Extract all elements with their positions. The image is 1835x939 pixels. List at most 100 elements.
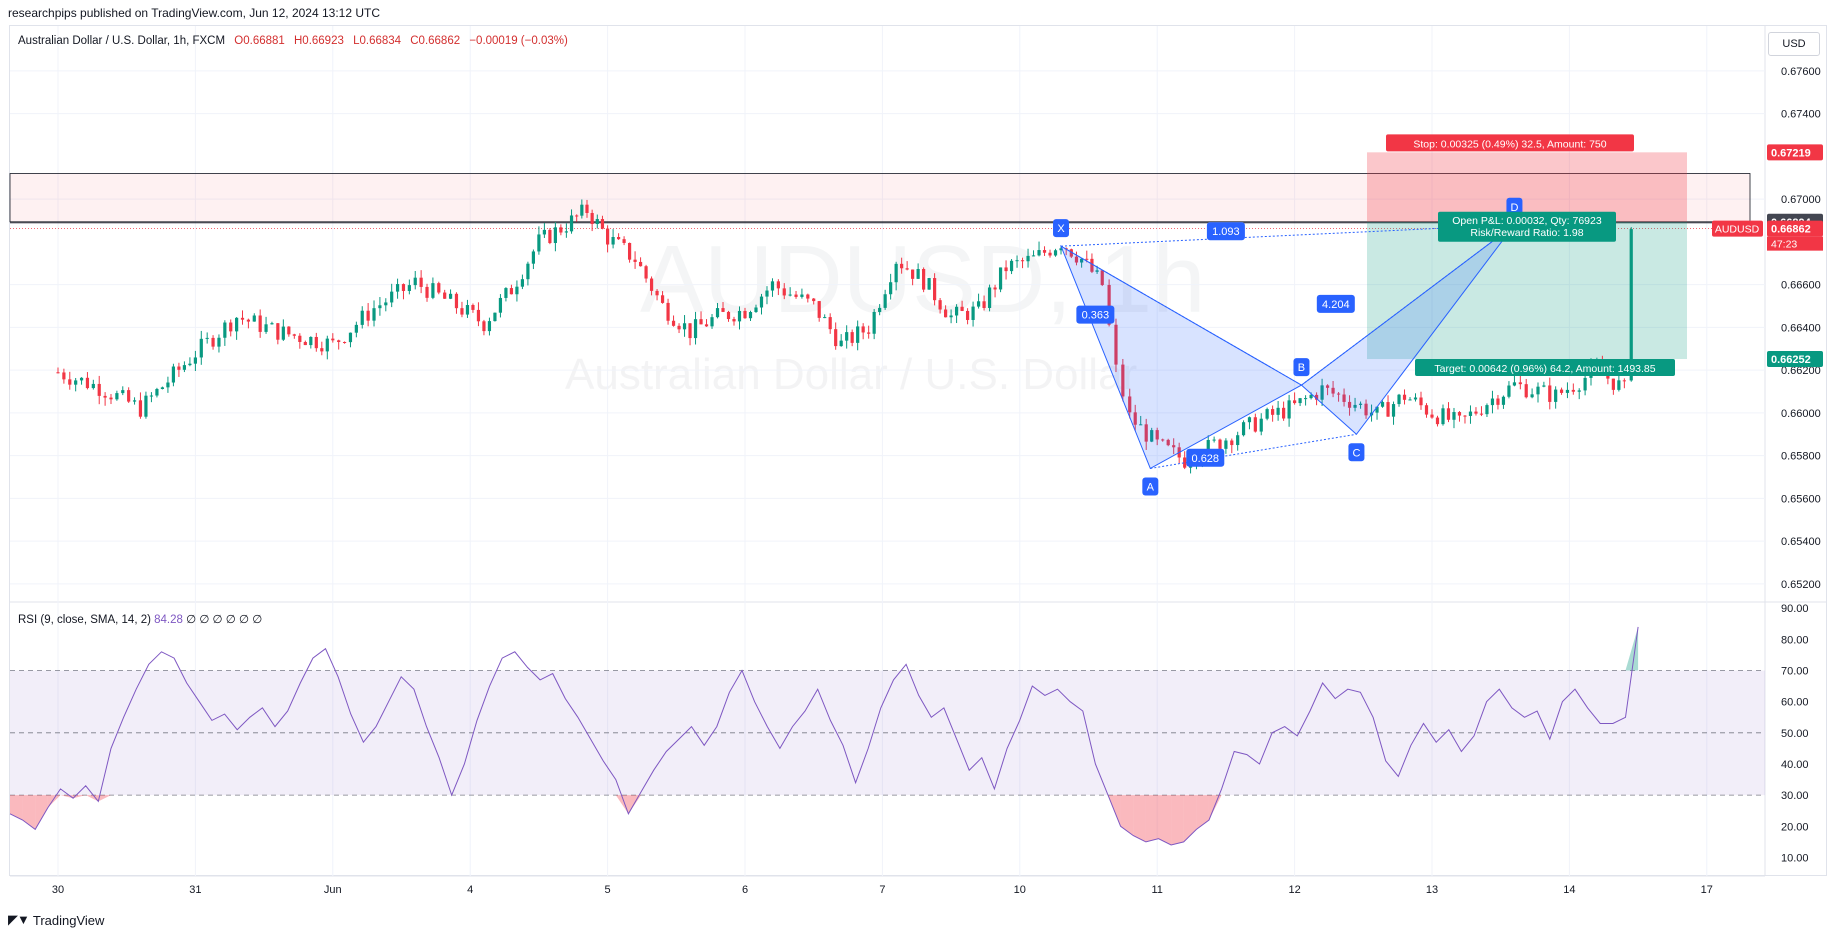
candle-body <box>638 261 643 267</box>
candle-body <box>1085 258 1089 260</box>
symbol-name[interactable]: Australian Dollar / U.S. Dollar, 1h, FXC… <box>18 35 226 47</box>
candle-body <box>788 294 792 296</box>
candle-body <box>188 363 192 366</box>
rsi-tick-label: 60.00 <box>1781 697 1809 709</box>
candle-body <box>806 294 810 299</box>
candle-body <box>867 332 871 334</box>
candle-body <box>850 332 854 343</box>
candle-body <box>1435 417 1440 425</box>
candle-body <box>595 219 599 225</box>
candle-body <box>1342 394 1346 402</box>
candle-body <box>1230 440 1234 446</box>
candle-body <box>276 323 280 340</box>
candle-body <box>1074 256 1079 263</box>
candle-body <box>938 300 942 310</box>
candle-body <box>823 317 827 319</box>
candle-body <box>1080 258 1084 263</box>
symbol-description-watermark: Australian Dollar / U.S. Dollar <box>565 350 1138 399</box>
target-label-box <box>1415 359 1675 377</box>
candle-body <box>1353 404 1357 408</box>
candle-body <box>960 306 964 311</box>
candle-body <box>765 290 769 297</box>
rsi-oversold-fill <box>10 795 23 821</box>
rsi-value: 84.28 <box>154 614 183 626</box>
candle-body <box>794 294 798 297</box>
candle-body <box>240 317 245 320</box>
candle-body <box>390 291 394 303</box>
candle-body <box>1629 229 1633 381</box>
candle-body <box>504 288 508 298</box>
candle-body <box>1287 400 1291 419</box>
candle-body <box>229 322 233 332</box>
candle-body <box>331 338 335 341</box>
candle-body <box>1413 397 1418 400</box>
candle-body <box>600 219 605 229</box>
candle-body <box>1530 394 1534 398</box>
price-axis-badge <box>1767 220 1823 237</box>
stop-label: Stop: 0.00325 (0.49%) 32.5, Amount: 750 <box>1413 138 1606 150</box>
candle-body <box>770 281 775 291</box>
candle-body <box>699 319 703 325</box>
candle-body <box>982 301 986 308</box>
candle-body <box>987 287 992 308</box>
candle-body <box>1107 284 1111 325</box>
candle-body <box>971 306 975 320</box>
candle-body <box>1571 389 1575 392</box>
candle-body <box>748 312 753 319</box>
open-value: O0.66881 <box>234 35 285 47</box>
candle-body <box>1095 270 1099 272</box>
candle-body <box>1512 382 1517 386</box>
candle-body <box>1386 402 1390 417</box>
candle-body <box>1524 384 1528 398</box>
price-tick-label: 0.65800 <box>1781 451 1821 463</box>
rsi-tick-label: 90.00 <box>1781 603 1809 615</box>
candle-body <box>384 302 388 306</box>
candle-body <box>759 296 764 308</box>
candle-body <box>1139 424 1143 426</box>
tradingview-footer[interactable]: ◤▼ TradingView <box>8 912 104 928</box>
target-zone <box>1367 221 1687 360</box>
candle-body <box>1155 430 1159 440</box>
candle-body <box>1554 389 1558 402</box>
candle-body <box>471 305 475 310</box>
candle-body <box>944 309 948 318</box>
candle-body <box>1144 424 1148 442</box>
price-tick-label: 0.66600 <box>1781 280 1821 292</box>
candle-body <box>1161 439 1165 441</box>
candle-body <box>395 284 400 292</box>
candle-body <box>1247 417 1252 423</box>
currency-button[interactable]: USD <box>1768 32 1820 56</box>
candle-body <box>1402 394 1407 400</box>
candle-body <box>1463 415 1467 417</box>
candle-body <box>580 204 584 216</box>
candle-body <box>548 229 552 244</box>
candle-body <box>74 380 78 385</box>
stop-zone <box>1367 152 1687 222</box>
candle-body <box>976 301 981 307</box>
pattern-point-b-label: B <box>1298 362 1305 374</box>
time-tick-label: 17 <box>1701 884 1713 896</box>
candle-body <box>1419 397 1423 406</box>
price-axis-badge-label: 0.66252 <box>1771 354 1811 366</box>
candle-body <box>217 337 221 347</box>
pattern-point-a-label: A <box>1147 481 1155 493</box>
high-value: H0.66923 <box>294 35 344 47</box>
candle-body <box>1408 399 1412 401</box>
resistance-zone <box>9 173 1751 223</box>
candle-body <box>743 310 747 319</box>
candle-body <box>1358 403 1363 405</box>
candle-body <box>149 395 154 397</box>
candle-body <box>515 286 519 295</box>
candle-body <box>782 288 786 296</box>
rsi-oversold-fill <box>98 795 111 802</box>
legend-close: C0.66862 <box>410 35 460 47</box>
pattern-point-x-marker <box>1053 219 1070 238</box>
candle-body <box>437 283 441 293</box>
candle-body <box>1331 387 1335 394</box>
candle-body <box>1622 380 1626 382</box>
candle-body <box>1577 390 1581 392</box>
pattern-point-a-marker <box>1142 477 1159 496</box>
candle-body <box>1559 389 1564 393</box>
rsi-label[interactable]: RSI (9, close, SMA, 14, 2) <box>18 614 151 626</box>
